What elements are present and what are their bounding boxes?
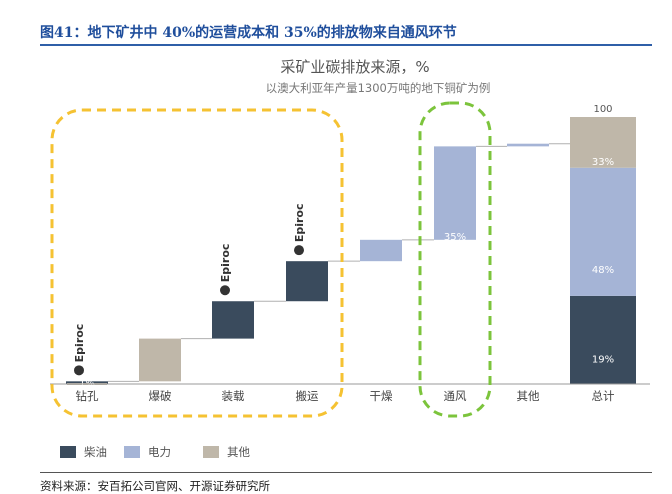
bar-total-other — [570, 117, 636, 168]
waterfall-chart: 采矿业碳排放来源，%以澳大利亚年产量1300万吨的地下铜矿为例1%14%15%3… — [50, 58, 650, 418]
footer-rule — [40, 472, 652, 473]
epiroc-logo-mark — [294, 245, 304, 256]
x-tick-label: 通风 — [444, 389, 467, 403]
source-note: 资料来源：安百拓公司官网、开源证券研究所 — [40, 479, 270, 493]
bar-total-diesel — [570, 295, 636, 384]
title-rule — [40, 44, 652, 46]
legend-swatch-other — [203, 446, 219, 458]
x-tick-label: 总计 — [592, 389, 615, 403]
highlight-box-ventilation — [418, 101, 492, 418]
data-label: 19% — [592, 355, 614, 366]
legend-label-electricity: 电力 — [148, 445, 171, 459]
x-tick-label: 爆破 — [149, 389, 172, 403]
bar-drilling-diesel — [66, 381, 108, 384]
epiroc-logo-text: Epiroc — [73, 324, 86, 363]
legend-item-electricity: 电力 — [124, 444, 171, 460]
bar-drying-electricity — [360, 239, 402, 262]
chart-title: 采矿业碳排放来源，% — [280, 58, 429, 76]
epiroc-logo: Epiroc — [219, 244, 232, 296]
data-label: 48% — [592, 265, 614, 276]
legend-item-diesel: 柴油 — [60, 444, 107, 460]
x-tick-label: 搬运 — [296, 389, 319, 403]
legend-swatch-diesel — [60, 446, 76, 458]
bar-other-sources-electricity — [507, 143, 549, 147]
data-label: 14% — [222, 359, 244, 370]
total-label: 100 — [593, 104, 612, 115]
epiroc-logo: Epiroc — [73, 324, 86, 376]
epiroc-logo-text: Epiroc — [293, 204, 306, 243]
x-tick-label: 其他 — [517, 389, 540, 403]
chart-subtitle: 以澳大利亚年产量1300万吨的地下铜矿为例 — [266, 81, 491, 95]
legend-swatch-electricity — [124, 446, 140, 458]
epiroc-logo-text: Epiroc — [219, 244, 232, 283]
epiroc-logo-mark — [74, 365, 84, 376]
epiroc-logo-mark — [220, 285, 230, 296]
bar-hauling-diesel — [286, 261, 328, 302]
x-tick-label: 干燥 — [370, 389, 393, 403]
figure-title: 图41：地下矿井中 40%的运营成本和 35%的排放物来自通风环节 — [40, 25, 457, 41]
x-tick-label: 装载 — [222, 389, 245, 403]
bar-blasting-other — [139, 338, 181, 382]
data-label: 33% — [592, 157, 614, 168]
bar-total-electricity — [570, 167, 636, 296]
legend-item-other: 其他 — [203, 444, 250, 460]
epiroc-logo: Epiroc — [293, 204, 306, 256]
data-label: 35% — [444, 232, 466, 243]
legend-label-other: 其他 — [227, 445, 250, 459]
bar-ventilation-electricity — [434, 146, 476, 240]
legend-label-diesel: 柴油 — [84, 445, 107, 459]
x-tick-label: 钻孔 — [76, 389, 99, 403]
data-label: 15% — [296, 320, 318, 331]
bar-loading-diesel — [212, 301, 254, 339]
